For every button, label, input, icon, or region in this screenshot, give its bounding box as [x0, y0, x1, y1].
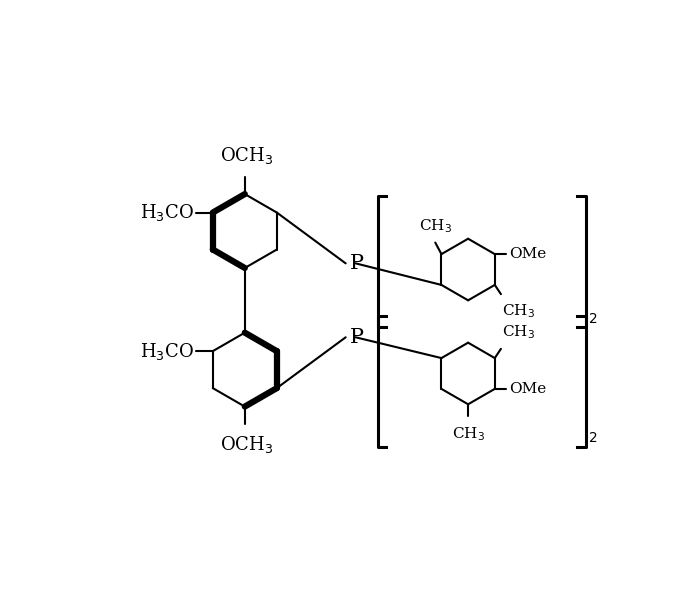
Text: CH$_3$: CH$_3$ [503, 302, 535, 319]
Text: OMe: OMe [509, 247, 546, 261]
Text: OMe: OMe [509, 382, 546, 396]
Text: P: P [351, 328, 364, 347]
Text: $_2$: $_2$ [588, 427, 597, 445]
Text: $_2$: $_2$ [588, 307, 597, 326]
Text: H$_3$CO: H$_3$CO [140, 341, 194, 362]
Text: H$_3$CO: H$_3$CO [140, 202, 194, 223]
Text: CH$_3$: CH$_3$ [451, 425, 485, 443]
Text: CH$_3$: CH$_3$ [503, 324, 535, 341]
Text: P: P [351, 254, 364, 273]
Text: OCH$_3$: OCH$_3$ [220, 145, 273, 167]
Text: OCH$_3$: OCH$_3$ [220, 434, 273, 456]
Text: CH$_3$: CH$_3$ [419, 217, 451, 235]
